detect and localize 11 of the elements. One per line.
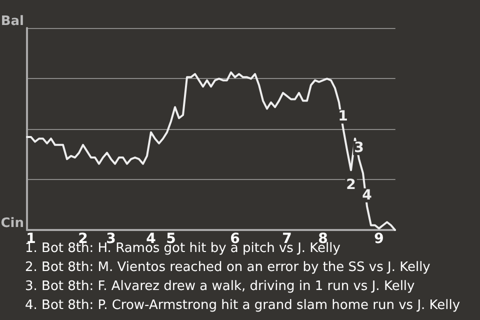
x-tick-label: 9 <box>374 231 384 247</box>
x-tick-label: 3 <box>106 231 116 247</box>
annotation: 4 <box>362 187 372 204</box>
text: Cin <box>0 216 24 231</box>
text: Bal <box>0 14 24 29</box>
text: 2. Bot 8th: M. Vientos reached on an error by the SS vs J. Kelly <box>25 260 431 275</box>
annotation: 3 <box>354 140 364 156</box>
annotation: 1 <box>338 108 348 125</box>
text: 4. Bot 8th: P. Crow-Armstrong hit a grand slam home run vs J. Kelly <box>25 298 460 313</box>
annotation: 2 <box>346 177 356 194</box>
text: 3. Bot 8th: F. Alvarez drew a walk, driving in 1 run vs J. Kelly <box>25 279 416 294</box>
